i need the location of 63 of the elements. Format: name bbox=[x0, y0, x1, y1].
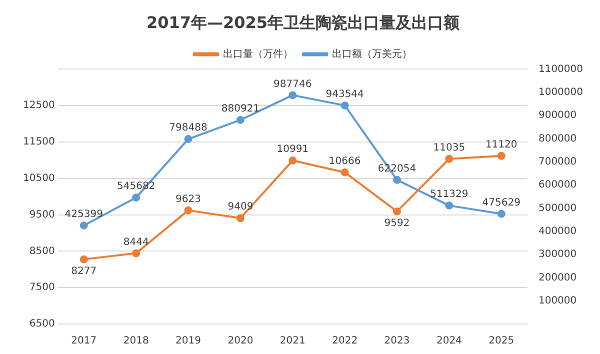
point bbox=[184, 206, 192, 214]
data-label: 943544 bbox=[326, 89, 364, 100]
y2-tick-label: 1100000 bbox=[538, 64, 584, 75]
data-label: 11035 bbox=[433, 142, 466, 154]
point bbox=[132, 194, 140, 202]
point bbox=[445, 154, 454, 163]
y2-tick-label: 100000 bbox=[538, 295, 577, 306]
data-label: 8277 bbox=[71, 266, 97, 277]
legend-label: 出口额（万美元） bbox=[332, 48, 412, 60]
y-tick-label: 11500 bbox=[23, 136, 55, 148]
x-tick-label: 2022 bbox=[332, 336, 358, 347]
data-label: 425399 bbox=[64, 209, 103, 220]
y-tick-label: 6500 bbox=[29, 318, 55, 330]
point bbox=[445, 202, 454, 210]
point bbox=[288, 91, 297, 100]
legend-label: 出口量（万件） bbox=[223, 48, 293, 60]
y2-tick-label: 600000 bbox=[538, 180, 577, 191]
x-tick-label: 2020 bbox=[228, 336, 254, 347]
data-label: 10991 bbox=[276, 144, 309, 156]
point bbox=[80, 221, 88, 230]
data-label: 9592 bbox=[384, 218, 410, 230]
x-tick-label: 2021 bbox=[280, 336, 306, 347]
data-label: 9623 bbox=[176, 194, 201, 205]
x-tick-label: 2025 bbox=[488, 336, 514, 347]
x-tick-label: 2018 bbox=[123, 336, 149, 347]
data-label: 987746 bbox=[274, 78, 312, 90]
chart-title: 2017年—2025年卫生陶瓷出口量及出口额 bbox=[146, 12, 461, 32]
y2-tick-label: 400000 bbox=[538, 226, 577, 237]
y-tick-label: 10500 bbox=[23, 172, 55, 184]
point bbox=[497, 152, 506, 160]
x-tick-label: 2023 bbox=[384, 336, 410, 347]
y-tick-label: 8500 bbox=[29, 246, 55, 257]
y2-tick-label: 200000 bbox=[538, 272, 577, 284]
y2-tick-label: 1000000 bbox=[538, 86, 584, 98]
point bbox=[236, 116, 244, 124]
y2-tick-label: 700000 bbox=[538, 156, 577, 168]
y2-tick-label: 500000 bbox=[538, 202, 577, 214]
data-label: 880921 bbox=[221, 104, 260, 115]
y-tick-label: 12500 bbox=[23, 100, 55, 112]
point bbox=[236, 214, 244, 222]
y-tick-label: 9500 bbox=[29, 209, 55, 220]
x-tick-label: 2024 bbox=[436, 336, 462, 347]
x-tick-label: 2017 bbox=[71, 336, 97, 347]
point bbox=[288, 156, 297, 165]
y2-tick-label: 800000 bbox=[538, 133, 577, 144]
data-label: 11120 bbox=[485, 139, 518, 150]
point bbox=[393, 207, 402, 216]
data-label: 511329 bbox=[430, 189, 468, 200]
y2-tick-label: 900000 bbox=[538, 110, 577, 122]
point bbox=[80, 255, 88, 264]
y-tick-label: 7500 bbox=[29, 282, 55, 294]
x-tick-label: 2019 bbox=[176, 336, 201, 347]
point bbox=[393, 176, 402, 184]
point bbox=[132, 249, 140, 258]
point bbox=[497, 210, 506, 218]
y2-tick-label: 300000 bbox=[538, 249, 577, 260]
point bbox=[340, 101, 349, 110]
point bbox=[340, 168, 349, 176]
data-label: 475629 bbox=[482, 197, 520, 208]
data-label: 798488 bbox=[169, 122, 208, 134]
point bbox=[184, 135, 192, 144]
data-label: 10666 bbox=[328, 156, 361, 167]
data-label: 8444 bbox=[123, 236, 149, 248]
